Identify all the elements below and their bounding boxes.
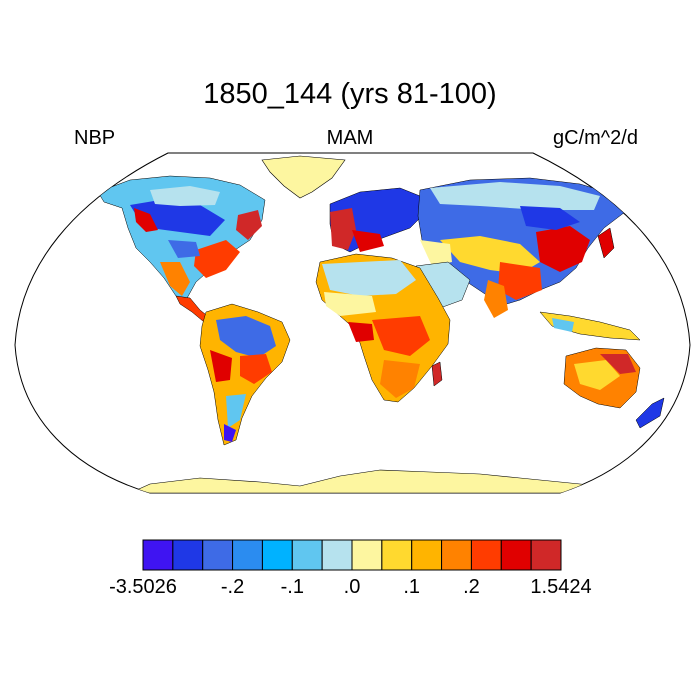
colorbar-swatch bbox=[232, 539, 263, 571]
land-masses bbox=[97, 155, 665, 493]
colorbar-swatch bbox=[142, 539, 174, 571]
colorbar-swatch bbox=[500, 539, 532, 571]
colorbar-swatch bbox=[411, 539, 443, 571]
colorbar-tick-label: .1 bbox=[403, 576, 421, 598]
colorbar-swatch bbox=[441, 539, 472, 571]
colorbar-swatch bbox=[172, 539, 204, 571]
colorbar-swatch bbox=[291, 539, 323, 571]
new-zealand-shape bbox=[635, 397, 665, 429]
colorbar-tick-label: -.1 bbox=[280, 576, 304, 598]
japan-shape bbox=[597, 227, 615, 259]
units-label: gC/m^2/d bbox=[553, 127, 638, 149]
colorbar-swatch bbox=[470, 539, 502, 571]
variable-label: NBP bbox=[74, 127, 116, 149]
colorbar-tick-label: .2 bbox=[463, 576, 480, 598]
colorbar-swatch bbox=[351, 539, 383, 571]
colorbar-swatch bbox=[202, 539, 234, 571]
colorbar bbox=[142, 539, 562, 571]
colorbar-swatch bbox=[530, 539, 562, 571]
map-title: 1850_144 (yrs 81-100) bbox=[203, 78, 497, 110]
colorbar-tick-label: -3.5026 bbox=[109, 576, 177, 598]
madagascar-shape bbox=[431, 361, 443, 387]
colorbar-tick-label: 1.5424 bbox=[530, 576, 592, 598]
season-label: MAM bbox=[326, 127, 374, 149]
colorbar-swatch bbox=[321, 539, 353, 571]
colorbar-swatch bbox=[261, 539, 293, 571]
greenland-shape bbox=[261, 155, 346, 199]
colorbar-tick-label: .0 bbox=[343, 576, 361, 598]
colorbar-swatch bbox=[381, 539, 413, 571]
colorbar-tick-label: -.2 bbox=[220, 576, 245, 598]
